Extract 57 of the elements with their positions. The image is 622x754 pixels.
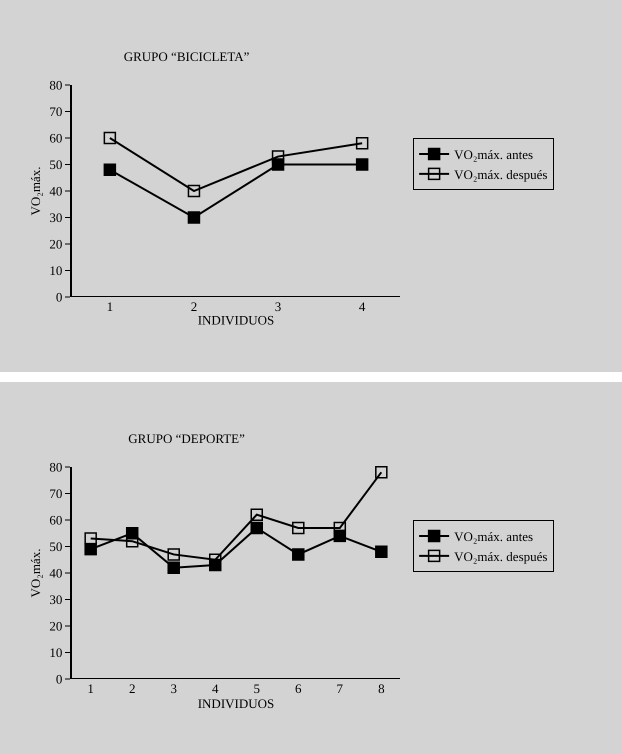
y-tick-label: 20 bbox=[49, 236, 62, 252]
y-tick-label: 0 bbox=[56, 672, 62, 687]
y-tick-label: 60 bbox=[49, 512, 62, 528]
point bbox=[188, 211, 200, 224]
x-tick-label: 3 bbox=[170, 681, 177, 696]
y-tick-label: 70 bbox=[49, 104, 62, 120]
point bbox=[272, 150, 284, 163]
y-tick-label: 30 bbox=[49, 210, 62, 226]
x-axis-title: INDIVIDUOS bbox=[198, 696, 274, 711]
point bbox=[84, 532, 97, 545]
y-tick-label: 60 bbox=[49, 130, 62, 146]
x-tick-label: 2 bbox=[128, 681, 136, 696]
chart-title: GRUPO “DEPORTE” bbox=[128, 431, 246, 446]
y-tick-label: 40 bbox=[49, 566, 62, 581]
point bbox=[292, 522, 305, 534]
point bbox=[104, 132, 116, 144]
x-tick-label: 5 bbox=[254, 681, 260, 696]
point bbox=[250, 522, 264, 534]
point bbox=[356, 137, 368, 150]
y-tick-label: 20 bbox=[49, 618, 62, 634]
point bbox=[375, 466, 388, 479]
y-tick-label: 30 bbox=[49, 592, 62, 608]
legend-label: VO₂máx. antes bbox=[454, 529, 534, 544]
point bbox=[167, 548, 180, 561]
point bbox=[250, 508, 264, 521]
y-tick-label: 50 bbox=[49, 157, 62, 172]
legend-label: VO₂máx. después bbox=[454, 166, 548, 182]
y-axis-title: VO₂máx. bbox=[28, 548, 43, 598]
x-axis-title: INDIVIDUOS bbox=[198, 312, 274, 328]
point bbox=[188, 184, 200, 198]
x-tick-label: 1 bbox=[87, 681, 94, 696]
y-tick-label: 10 bbox=[49, 645, 62, 660]
x-tick-label: 2 bbox=[190, 299, 198, 314]
x-tick-label: 3 bbox=[274, 299, 282, 314]
chart-title: GRUPO “BICICLETA” bbox=[124, 49, 250, 64]
x-tick-label: 4 bbox=[358, 299, 366, 314]
legend-label: VO₂máx. después bbox=[454, 548, 548, 564]
y-tick-label: 80 bbox=[49, 460, 62, 475]
point bbox=[104, 164, 116, 176]
point bbox=[334, 522, 346, 534]
y-tick-label: 10 bbox=[49, 263, 62, 278]
y-tick-label: 70 bbox=[49, 486, 62, 502]
y-tick-label: 40 bbox=[49, 184, 62, 199]
point bbox=[167, 561, 180, 574]
y-tick-label: 0 bbox=[56, 290, 62, 305]
point bbox=[292, 548, 305, 561]
legend-label: VO₂máx. antes bbox=[454, 147, 534, 162]
x-tick-label: 8 bbox=[378, 681, 385, 696]
x-tick-label: 6 bbox=[295, 681, 302, 696]
y-axis-title: VO₂máx. bbox=[28, 166, 43, 216]
x-tick-label: 4 bbox=[212, 681, 219, 696]
x-tick-label: 7 bbox=[336, 681, 344, 696]
point bbox=[375, 546, 388, 558]
point bbox=[356, 158, 368, 171]
y-tick-label: 80 bbox=[49, 78, 62, 93]
x-tick-label: 1 bbox=[106, 299, 114, 314]
y-tick-label: 50 bbox=[49, 539, 62, 554]
